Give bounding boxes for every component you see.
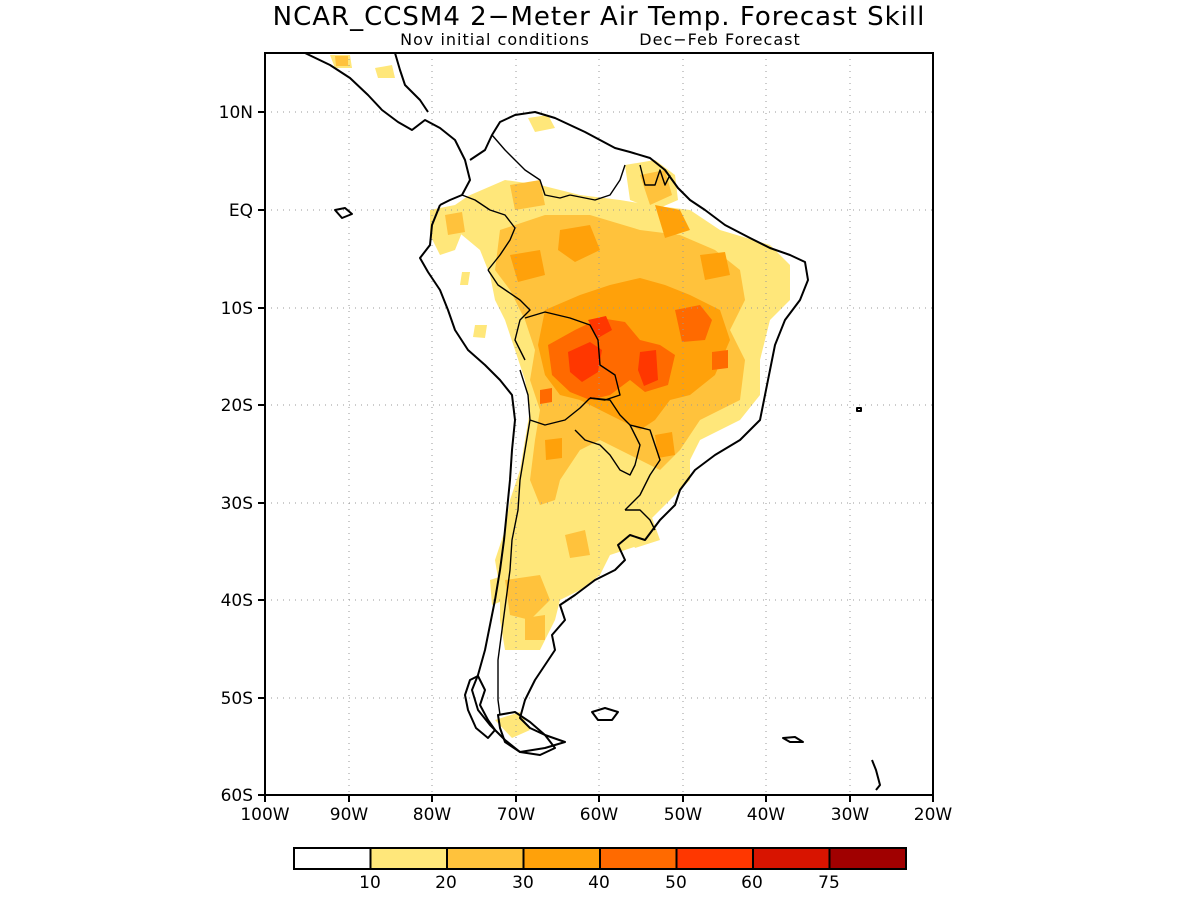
colorbar-box xyxy=(599,847,678,870)
border-colombia-venezuela xyxy=(491,134,571,199)
colorbar-legend: 10 20 30 40 50 60 75 xyxy=(293,847,907,893)
colorbar-box xyxy=(293,847,372,870)
lon-label-80w: 80W xyxy=(413,805,452,825)
lat-label-40s: 40S xyxy=(221,591,253,611)
colorbar-box xyxy=(446,847,525,870)
skill-shading-layer xyxy=(265,53,933,795)
colorbar-label-20: 20 xyxy=(435,873,457,893)
tierra-del-fuego-coastline xyxy=(497,711,566,753)
country-borders xyxy=(461,134,671,716)
colorbar-box xyxy=(369,847,448,870)
colorbar-box xyxy=(828,847,907,870)
border-venezuela-guyana-brazil xyxy=(569,164,626,201)
lat-label-20s: 20S xyxy=(221,396,253,416)
lon-label-60w: 60W xyxy=(580,805,619,825)
border-bolivia-argentina-chile xyxy=(519,369,591,426)
colorbar-label-75: 75 xyxy=(818,873,840,893)
colorbar-label-10: 10 xyxy=(359,873,381,893)
latitude-labels: 10N EQ 10S 20S 30S 40S 50S 60S xyxy=(219,103,253,806)
lon-label-90w: 90W xyxy=(330,805,369,825)
lat-label-50s: 50S xyxy=(221,689,253,709)
colorbar-boxes xyxy=(293,847,907,870)
skill-level-50-60 xyxy=(568,316,658,386)
trindade-island xyxy=(856,407,862,412)
southern-chile-islands xyxy=(464,675,496,739)
lat-label-60s: 60S xyxy=(221,786,253,806)
border-chile-argentina xyxy=(497,419,531,716)
colorbar-label-60: 60 xyxy=(741,873,763,893)
falkland-islands xyxy=(591,707,619,721)
colorbar-label-50: 50 xyxy=(665,873,687,893)
colorbar-label-30: 30 xyxy=(512,873,534,893)
lat-label-10n: 10N xyxy=(219,103,253,123)
lon-label-30w: 30W xyxy=(831,805,870,825)
border-guianas xyxy=(639,164,671,186)
lat-label-10s: 10S xyxy=(221,299,253,319)
lon-label-50w: 50W xyxy=(664,805,703,825)
colorbar-box xyxy=(522,847,601,870)
lat-label-eq: EQ xyxy=(229,201,253,221)
colorbar-label-40: 40 xyxy=(588,873,610,893)
longitude-labels: 100W 90W 80W 70W 60W 50W 40W 30W 20W xyxy=(240,805,952,825)
lat-label-30s: 30S xyxy=(221,494,253,514)
central-america-coastline xyxy=(304,53,471,206)
galapagos-islands xyxy=(334,207,353,219)
border-argentina-brazil xyxy=(624,424,661,511)
map-subtitle-initial-conditions: Nov initial conditions xyxy=(400,30,590,49)
south-georgia-island xyxy=(782,736,804,743)
axis-ticks xyxy=(258,111,934,802)
lon-label-20w: 20W xyxy=(914,805,953,825)
map-title: NCAR_CCSM4 2−Meter Air Temp. Forecast Sk… xyxy=(273,2,926,32)
colorbar-box xyxy=(675,847,754,870)
border-paraguay xyxy=(574,397,641,476)
map-plot-area: 100W 90W 80W 70W 60W 50W 40W 30W 20W 10N… xyxy=(219,52,952,825)
map-gridlines xyxy=(265,53,933,795)
sandwich-islands xyxy=(871,759,881,791)
border-peru-brazil xyxy=(487,269,531,361)
border-colombia-ecuador-peru xyxy=(461,194,516,271)
border-uruguay xyxy=(625,509,656,531)
lon-label-70w: 70W xyxy=(497,805,536,825)
lon-label-40w: 40W xyxy=(747,805,786,825)
lon-label-100w: 100W xyxy=(240,805,289,825)
border-bolivia-brazil xyxy=(524,311,621,401)
colorbar-tick-labels: 10 20 30 40 50 60 75 xyxy=(359,873,840,893)
colorbar-box xyxy=(752,847,831,870)
map-subtitle-forecast-period: Dec−Feb Forecast xyxy=(639,30,800,49)
caribbean-coastline xyxy=(394,53,429,113)
